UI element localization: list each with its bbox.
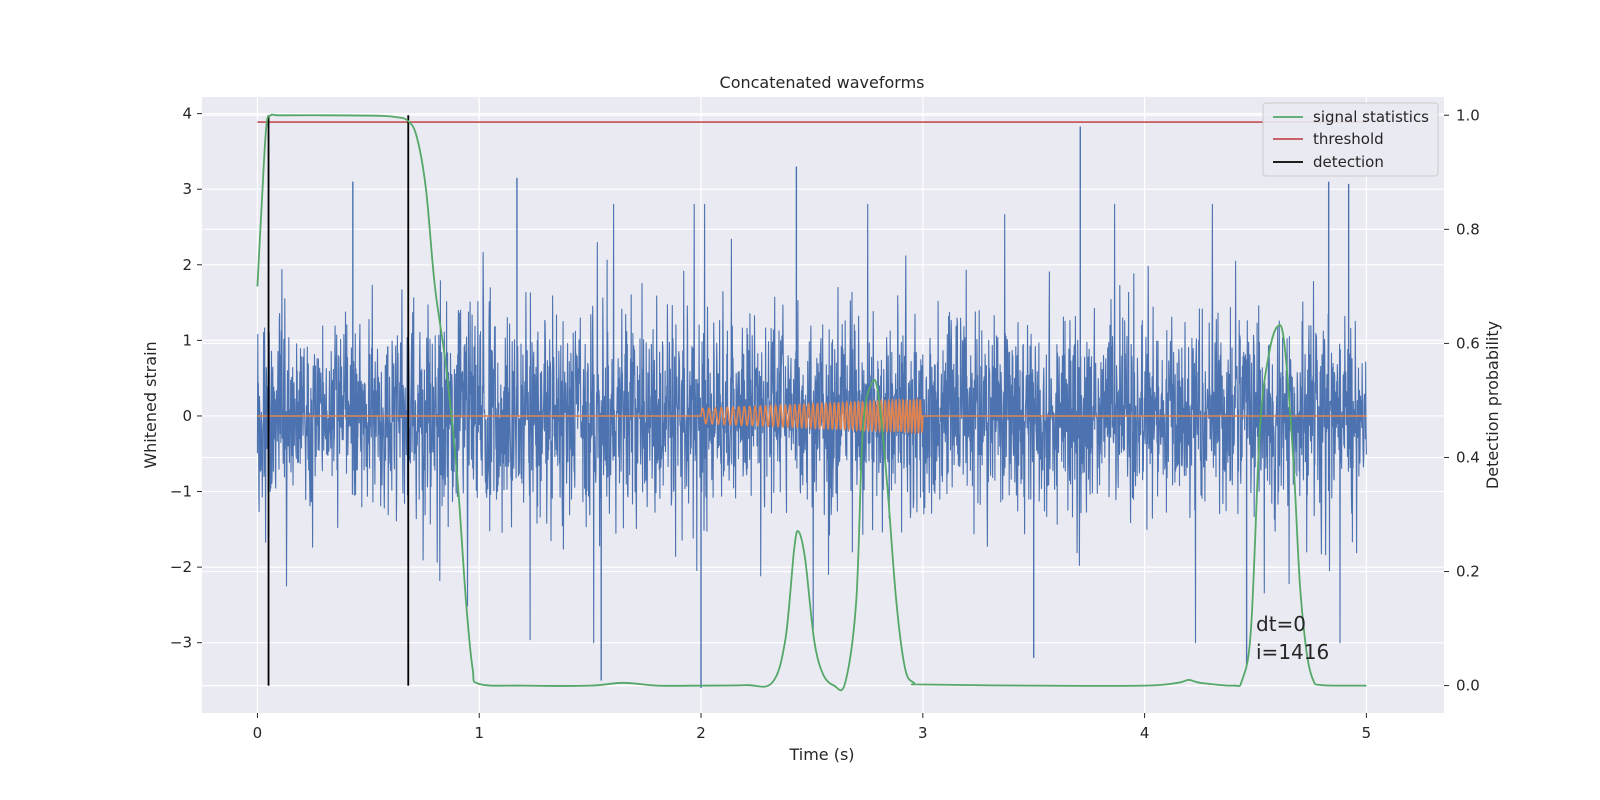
strain-series [256, 126, 1367, 689]
template-line [257, 397, 1367, 436]
legend-box [1262, 102, 1439, 177]
y2-tick-label: 1.0 [1456, 106, 1480, 124]
x-tick-label: 5 [1362, 724, 1372, 742]
x-axis-label: Time (s) [788, 745, 854, 764]
y-tick-label: 4 [182, 105, 192, 123]
y2-tick-label: 0.4 [1456, 448, 1480, 466]
legend-label-signal-statistics: signal statistics [1313, 108, 1429, 126]
y-axis-label: Whitened strain [141, 341, 160, 468]
annotation-i: i=1416 [1256, 640, 1329, 664]
y-tick-label: 1 [182, 331, 192, 349]
annotation-dt: dt=0 [1256, 612, 1306, 636]
y2-tick-label: 0.8 [1456, 220, 1480, 238]
y-tick-label: 3 [182, 180, 192, 198]
y2-axis-label: Detection probability [1483, 321, 1502, 489]
y2-tick-label: 0.2 [1456, 563, 1480, 581]
x-tick-label: 1 [474, 724, 484, 742]
signal-statistics-series [256, 113, 1367, 692]
chart-title: Concatenated waveforms [720, 73, 925, 92]
legend-label-threshold: threshold [1313, 130, 1384, 148]
y2-tick-label: 0.0 [1456, 677, 1480, 695]
y-tick-label: −1 [170, 483, 192, 501]
template-series [257, 397, 1367, 436]
x-tick-label: 2 [696, 724, 706, 742]
x-tick-label: 0 [253, 724, 263, 742]
x-tick-label: 4 [1140, 724, 1150, 742]
detection-series [267, 115, 410, 686]
y-tick-label: 0 [182, 407, 192, 425]
x-tick-label: 3 [918, 724, 928, 742]
legend: signal statistics threshold detection [1262, 102, 1439, 177]
ticks: 0 1 2 3 4 5 −3 −2 −1 0 1 2 3 4 0.0 0.2 0.4 0.6 0.8 1.0 [170, 105, 1480, 742]
y-tick-label: −2 [170, 558, 192, 576]
signal-statistics-line [256, 113, 1367, 692]
y-tick-label: 2 [182, 256, 192, 274]
y2-tick-label: 0.6 [1456, 334, 1480, 352]
y-tick-label: −3 [170, 634, 192, 652]
legend-label-detection: detection [1313, 153, 1384, 171]
strain-line [256, 203, 1367, 644]
grid [202, 97, 1444, 713]
